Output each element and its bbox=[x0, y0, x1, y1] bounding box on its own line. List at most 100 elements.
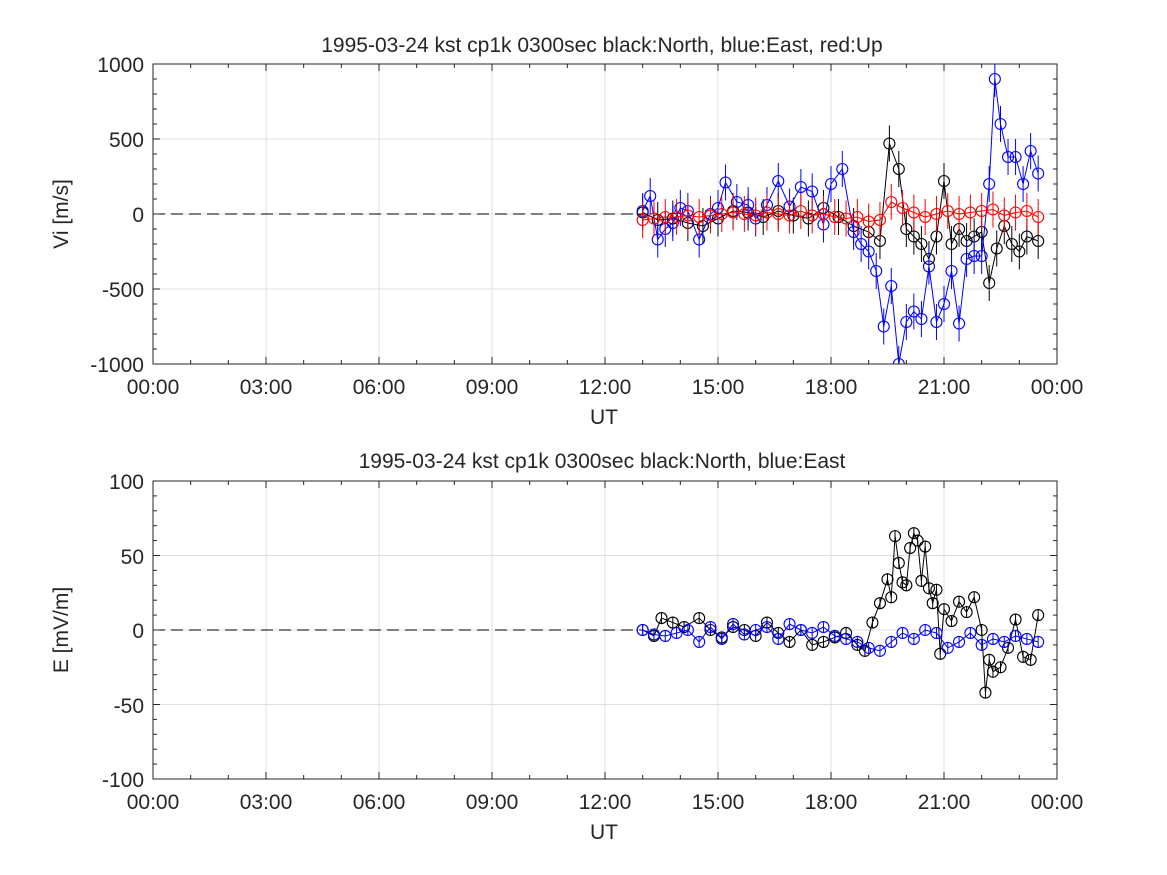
e-xtick-label: 18:00 bbox=[805, 791, 858, 814]
e-data-point-north bbox=[885, 591, 898, 604]
e-data-point-east bbox=[636, 623, 649, 637]
vi-data-point-east bbox=[922, 260, 935, 273]
e-data-point-north bbox=[678, 620, 691, 634]
e-data-point-north bbox=[953, 595, 966, 608]
vi-data-point-north bbox=[1032, 234, 1045, 248]
vi-data-point-up bbox=[986, 203, 1000, 216]
vi-data-point-east bbox=[651, 233, 664, 246]
e-xtick-label: 21:00 bbox=[918, 791, 971, 814]
vi-ticks bbox=[152, 63, 1058, 365]
vi-data-point-east bbox=[855, 237, 868, 251]
e-data-point-east bbox=[727, 617, 740, 631]
e-data-point-north bbox=[892, 556, 905, 570]
vi-data-point-east bbox=[960, 252, 973, 266]
vi-series-up bbox=[636, 184, 1045, 240]
e-plot-area bbox=[636, 527, 1045, 699]
vi-data-point-east bbox=[806, 185, 819, 198]
e-data-point-north bbox=[817, 635, 830, 648]
e-data-point-east bbox=[772, 632, 785, 645]
vi-data-point-east bbox=[719, 176, 732, 189]
vi-xtick-label: 03:00 bbox=[240, 376, 293, 399]
e-data-point-east bbox=[986, 632, 1000, 645]
vi-data-point-up bbox=[783, 209, 796, 222]
vi-data-point-east bbox=[945, 264, 958, 278]
e-data-point-east bbox=[783, 617, 796, 631]
e-ticks bbox=[152, 480, 1058, 780]
vi-data-point-north bbox=[892, 162, 905, 176]
e-data-point-north bbox=[926, 597, 939, 610]
e-data-point-north bbox=[922, 582, 935, 595]
e-data-point-north bbox=[1009, 613, 1022, 626]
vi-data-point-east bbox=[930, 315, 943, 329]
e-data-point-east bbox=[693, 635, 706, 648]
vi-data-point-north bbox=[983, 276, 996, 290]
vi-xtick-label: 09:00 bbox=[466, 376, 519, 399]
vi-data-point-east bbox=[1001, 150, 1015, 164]
vi-xtick-label: 06:00 bbox=[353, 376, 406, 399]
vi-data-point-east bbox=[983, 177, 996, 191]
e-data-point-north bbox=[907, 527, 920, 540]
vi-data-point-up bbox=[794, 204, 807, 218]
vi-panel: 1995-03-24 kst cp1k 0300sec black:North,… bbox=[50, 34, 1083, 429]
vi-data-point-up bbox=[998, 209, 1011, 222]
e-data-point-north bbox=[881, 573, 894, 586]
e-data-point-east bbox=[1020, 632, 1033, 645]
vi-plot-area bbox=[636, 64, 1045, 364]
e-data-point-east bbox=[806, 626, 819, 640]
vi-data-point-east bbox=[953, 317, 966, 330]
e-data-point-north bbox=[945, 615, 958, 628]
e-data-point-east bbox=[919, 623, 932, 637]
vi-data-point-up bbox=[1020, 204, 1033, 218]
e-data-point-north bbox=[888, 530, 902, 543]
vi-data-point-east bbox=[892, 357, 905, 364]
vi-data-point-up bbox=[1032, 210, 1045, 224]
e-data-point-east bbox=[896, 626, 909, 640]
vi-data-point-east bbox=[877, 320, 890, 333]
e-ytick-label: 0 bbox=[132, 620, 144, 643]
vi-data-point-north bbox=[907, 230, 920, 243]
e-data-point-east bbox=[659, 629, 672, 643]
vi-data-point-north bbox=[945, 237, 958, 251]
vi-data-point-east bbox=[836, 162, 849, 176]
e-data-point-east bbox=[975, 638, 988, 651]
e-data-point-east bbox=[749, 623, 762, 637]
vi-data-point-up bbox=[885, 195, 898, 209]
e-data-point-east bbox=[1032, 635, 1045, 648]
vi-data-point-up bbox=[749, 209, 762, 222]
vi-data-point-north bbox=[802, 212, 815, 225]
vi-data-point-up bbox=[896, 201, 909, 215]
vi-data-point-up bbox=[941, 204, 954, 218]
vi-ytick-label: -500 bbox=[102, 279, 144, 302]
e-data-point-north bbox=[1032, 609, 1045, 622]
vi-x-axis-label: UT bbox=[590, 406, 618, 429]
e-data-point-north bbox=[1001, 641, 1015, 654]
e-data-point-north bbox=[934, 647, 947, 660]
vi-ytick-label: 1000 bbox=[97, 54, 144, 77]
e-data-point-north bbox=[1017, 650, 1030, 663]
vi-xtick-label: 18:00 bbox=[805, 376, 858, 399]
e-data-point-east bbox=[885, 635, 898, 648]
e-data-point-east bbox=[715, 632, 728, 645]
e-xtick-label: 00:00 bbox=[127, 791, 180, 814]
vi-data-point-east bbox=[937, 297, 951, 311]
vi-data-point-up bbox=[919, 210, 932, 224]
vi-data-point-east bbox=[994, 117, 1007, 131]
vi-data-point-east bbox=[915, 312, 928, 326]
e-ytick-label: 50 bbox=[121, 546, 144, 569]
e-data-point-north bbox=[873, 597, 887, 610]
e-y-axis-label: E [mV/m] bbox=[50, 587, 73, 673]
e-data-point-east bbox=[953, 635, 966, 648]
e-data-point-north bbox=[666, 616, 679, 629]
vi-chart-title: 1995-03-24 kst cp1k 0300sec black:North,… bbox=[321, 34, 882, 57]
vi-data-point-east bbox=[907, 305, 920, 318]
e-xtick-label: 00:00 bbox=[1031, 791, 1084, 814]
e-data-point-north bbox=[930, 583, 943, 596]
e-data-point-east bbox=[862, 641, 875, 654]
vi-ytick-labels: 1000 500 0 -500 -1000 bbox=[90, 54, 144, 377]
vi-data-point-east bbox=[1009, 150, 1022, 164]
e-data-point-north bbox=[904, 541, 917, 555]
e-xtick-label: 12:00 bbox=[579, 791, 632, 814]
e-data-point-north bbox=[915, 574, 928, 587]
e-data-point-north bbox=[693, 612, 706, 625]
